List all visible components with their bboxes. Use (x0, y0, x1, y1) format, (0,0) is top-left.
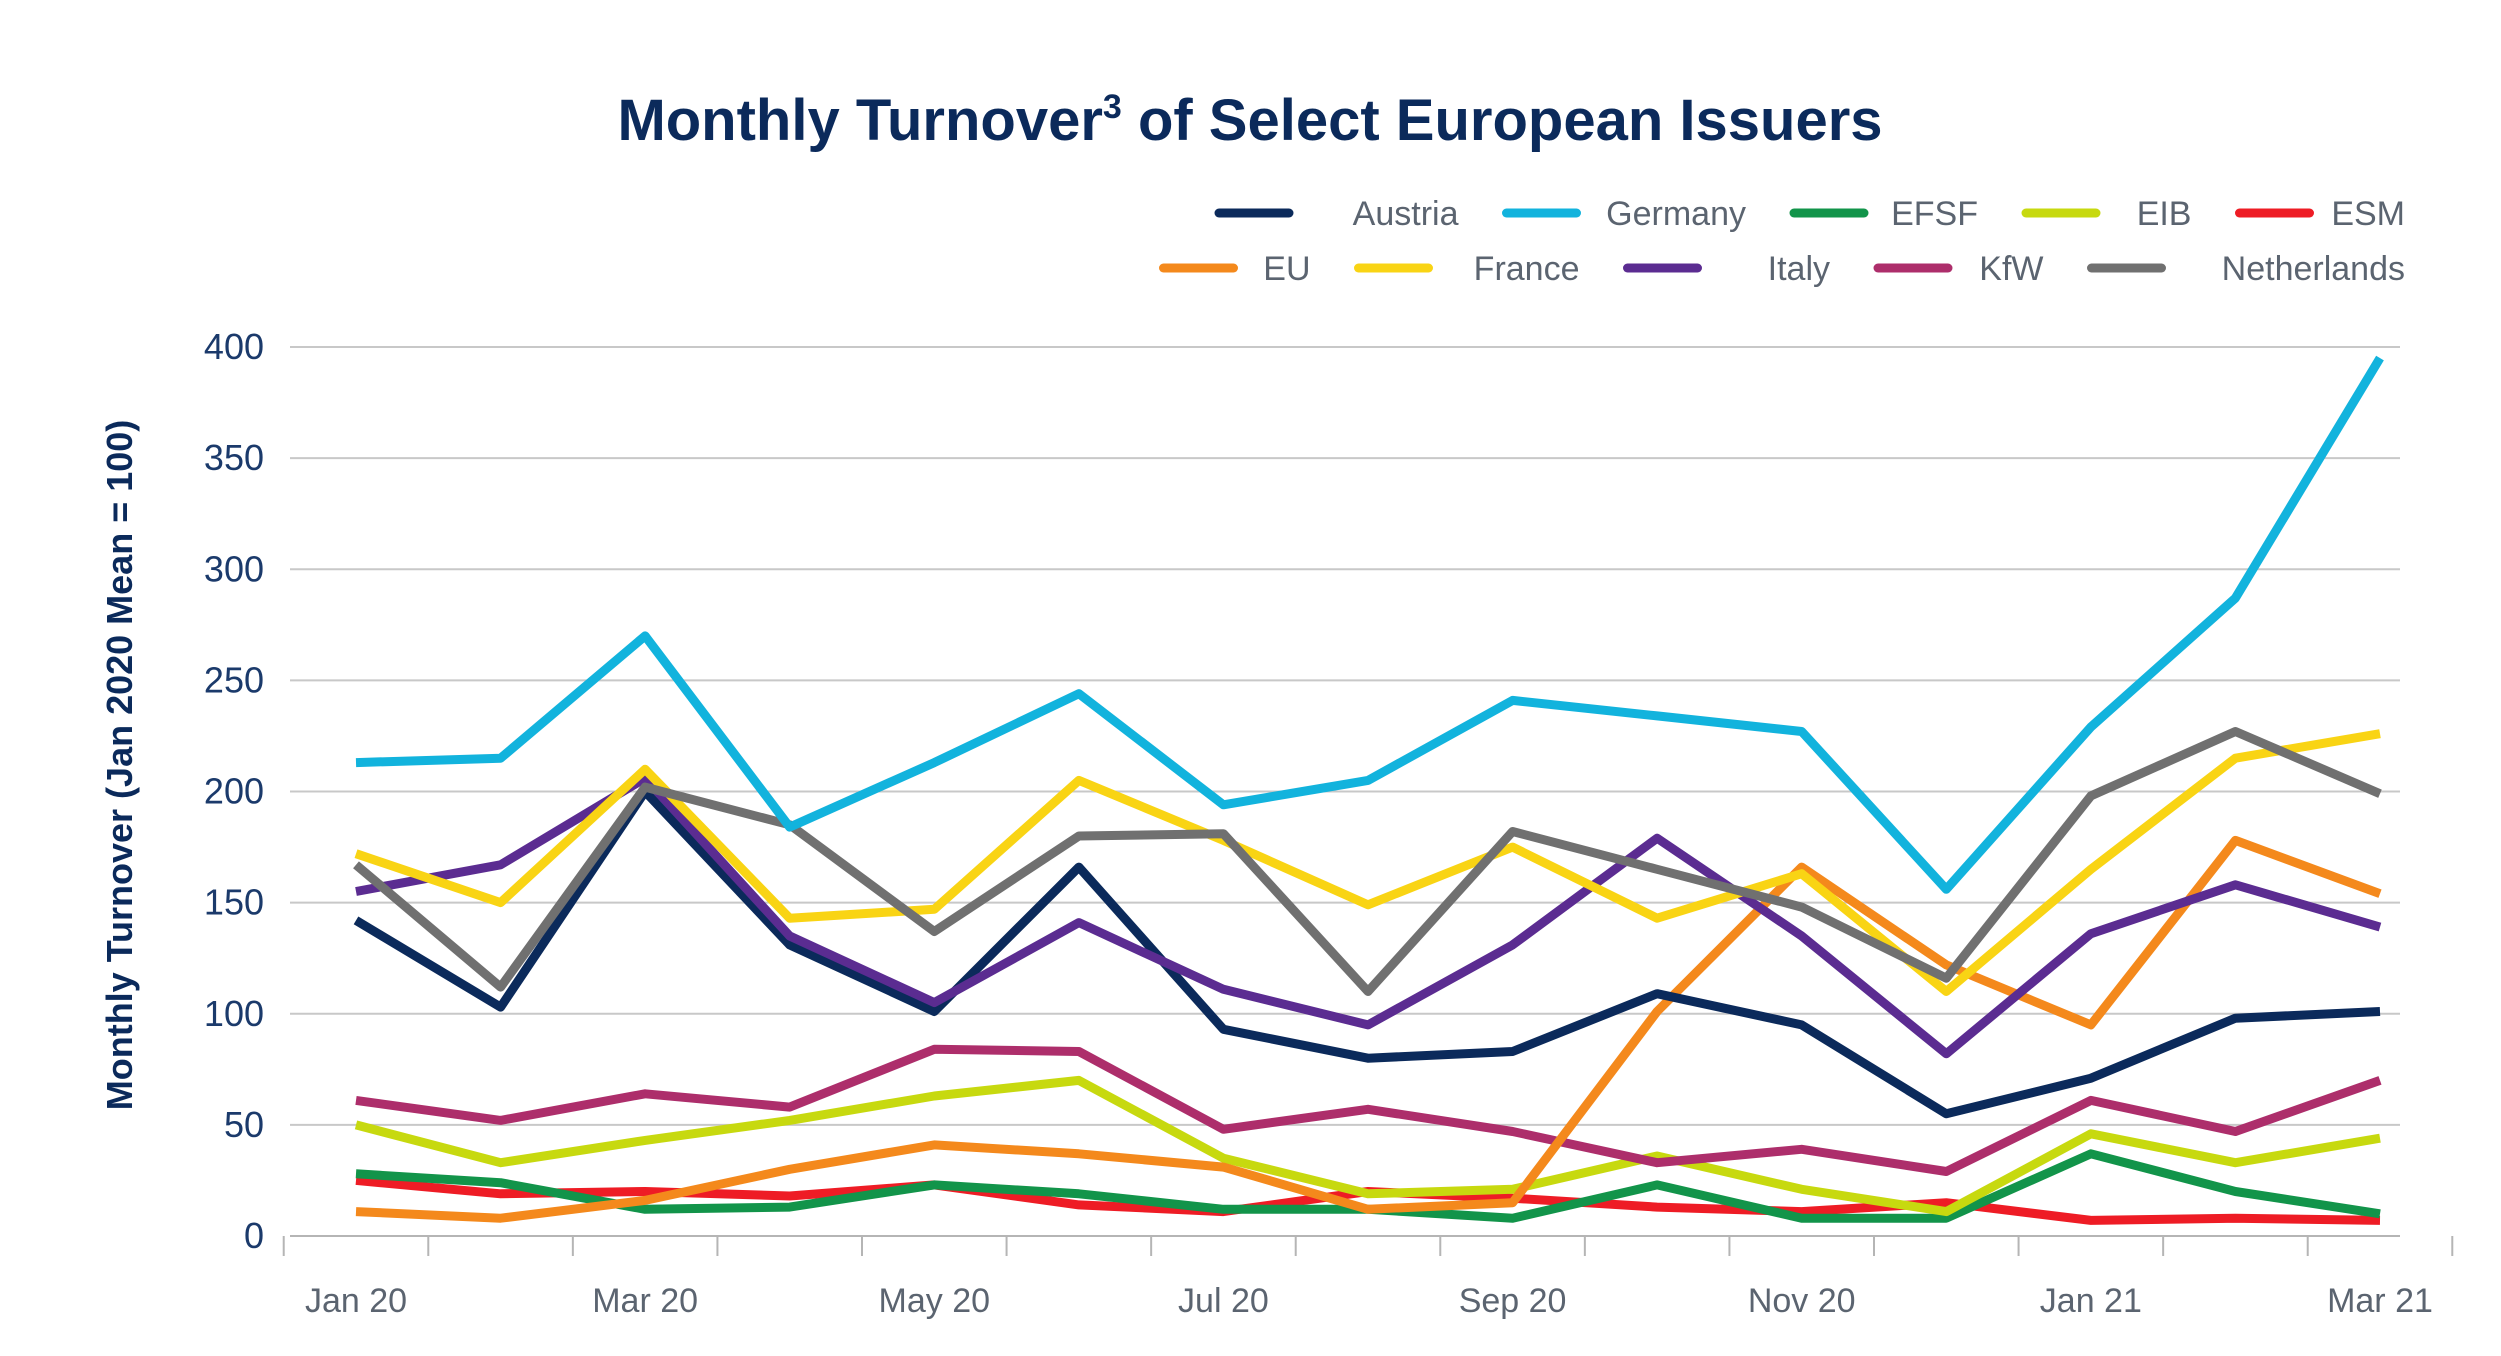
y-tick-label-100: 100 (204, 993, 264, 1034)
x-tick-label-mar-21: Mar 21 (2327, 1282, 2433, 1320)
y-tick-label-0: 0 (244, 1215, 264, 1256)
y-tick-label-250: 250 (204, 659, 264, 700)
y-tick-label-350: 350 (204, 437, 264, 478)
y-tick-label-50: 50 (224, 1104, 264, 1145)
series-lines (353, 355, 2384, 1225)
series-line-france (354, 729, 2381, 996)
y-tick-label-300: 300 (204, 548, 264, 589)
x-tick-label-may-20: May 20 (879, 1282, 991, 1320)
legend-label-esm: ESM (2331, 195, 2405, 233)
chart-title-superscript: 3 (1103, 88, 1122, 126)
x-tick-label-sep-20: Sep 20 (1459, 1282, 1567, 1320)
series-line-italy (355, 773, 2382, 1059)
chart-title: Monthly Turnover3 of Select European Iss… (617, 88, 1882, 153)
series-line-kfw (355, 1044, 2382, 1176)
x-axis: Jan 20 Mar 20 May 20 Jul 20 Sep 20 Nov 20 Jan … (282, 1235, 2454, 1320)
series-line-netherlands (353, 727, 2382, 996)
y-tick-label-150: 150 (204, 882, 264, 923)
y-axis-title: Monthly Turnover (Jan 2020 Mean = 100) (99, 420, 140, 1111)
y-tick-label-400: 400 (204, 326, 264, 367)
legend-label-france: France (1474, 250, 1580, 288)
x-tick-label-nov-20: Nov 20 (1748, 1282, 1856, 1320)
legend-label-germany: Germany (1606, 195, 1746, 233)
series-line-germany (355, 355, 2384, 894)
legend-label-italy: Italy (1768, 250, 1830, 288)
legend-label-eib: EIB (2137, 195, 2192, 233)
legend-label-kfw: KfW (1979, 250, 2043, 288)
legend: Austria Germany EFSF EIB ESM EU France Italy KfW… (1159, 195, 2405, 288)
x-tick-label-mar-20: Mar 20 (592, 1282, 698, 1320)
series-line-eib (354, 1075, 2381, 1217)
chart-title-main: Monthly Turnover (617, 88, 1102, 153)
x-tick-label-jan-20: Jan 20 (305, 1282, 407, 1320)
y-axis-ticks: 0 50 100 150 200 250 300 350 400 (204, 326, 264, 1256)
legend-label-efsf: EFSF (1891, 195, 1978, 233)
y-tick-label-200: 200 (204, 771, 264, 812)
x-tick-label-jan-21: Jan 21 (2040, 1282, 2142, 1320)
legend-label-austria: Austria (1353, 195, 1459, 233)
legend-label-netherlands: Netherlands (2222, 250, 2405, 288)
x-tick-label-jul-20: Jul 20 (1178, 1282, 1269, 1320)
chart-title-suffix: of Select European Issuers (1122, 88, 1883, 153)
series-line-austria (353, 787, 2381, 1119)
legend-label-eu: EU (1263, 250, 1310, 288)
series-line-eu (355, 835, 2382, 1223)
